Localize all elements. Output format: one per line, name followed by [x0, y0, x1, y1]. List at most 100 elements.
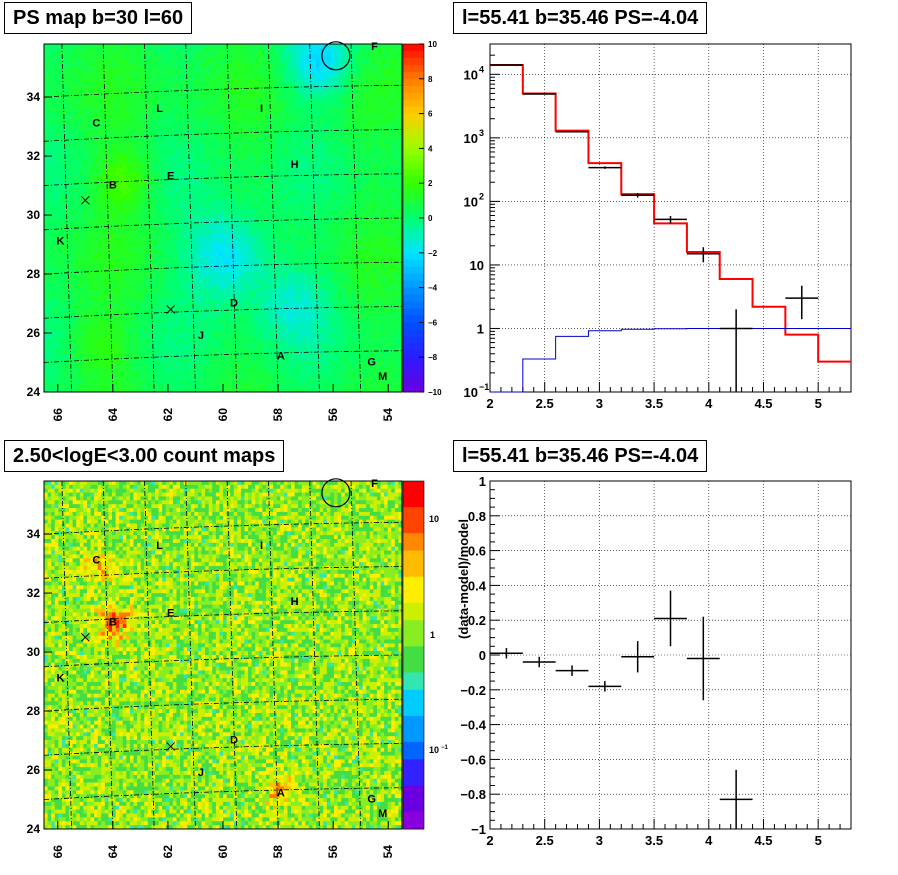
- map-pixel: [283, 82, 288, 87]
- map-pixel: [287, 187, 292, 192]
- map-pixel: [326, 102, 331, 107]
- map-pixel: [301, 167, 306, 172]
- map-pixel: [316, 225, 321, 230]
- map-pixel: [251, 82, 256, 87]
- map-pixel: [208, 221, 213, 227]
- map-pixel: [391, 98, 396, 103]
- map-pixel: [79, 94, 84, 99]
- map-pixel: [86, 160, 91, 165]
- map-pixel: [83, 183, 88, 188]
- map-pixel: [126, 136, 131, 142]
- map-pixel: [223, 225, 227, 230]
- map-pixel: [226, 63, 231, 68]
- map-pixel: [255, 218, 260, 223]
- map-pixel: [90, 109, 95, 114]
- map-pixel: [380, 183, 385, 188]
- map-pixel: [294, 229, 299, 234]
- map-pixel: [308, 194, 313, 200]
- map-pixel: [133, 136, 138, 142]
- map-pixel: [291, 167, 295, 172]
- map-pixel: [269, 102, 274, 107]
- map-pixel: [44, 221, 48, 227]
- map-pixel: [380, 171, 385, 176]
- map-pixel: [47, 233, 52, 238]
- map-pixel: [276, 94, 281, 99]
- map-pixel: [344, 233, 349, 238]
- map-pixel: [197, 198, 202, 203]
- map-pixel: [359, 202, 364, 207]
- map-pixel: [180, 144, 185, 149]
- map-pixel: [219, 218, 224, 223]
- map-pixel: [187, 90, 192, 95]
- map-pixel: [101, 187, 106, 192]
- map-pixel: [97, 144, 102, 149]
- map-pixel: [280, 51, 285, 56]
- map-pixel: [187, 74, 192, 80]
- map-pixel: [376, 210, 381, 215]
- map-pixel: [158, 140, 163, 145]
- map-pixel: [215, 167, 220, 172]
- map-pixel: [76, 206, 81, 211]
- map-pixel: [197, 175, 202, 180]
- map-pixel: [151, 229, 156, 234]
- map-pixel: [54, 55, 59, 60]
- map-pixel: [319, 67, 324, 72]
- map-pixel: [269, 117, 274, 122]
- map-pixel: [316, 86, 321, 91]
- map-pixel: [280, 129, 285, 134]
- map-pixel: [126, 59, 131, 64]
- map-pixel: [51, 206, 56, 211]
- map-pixel: [369, 163, 374, 169]
- map-pixel: [258, 225, 263, 230]
- map-pixel: [187, 121, 192, 126]
- map-pixel: [176, 140, 181, 145]
- map-pixel: [79, 71, 84, 76]
- map-pixel: [287, 171, 292, 176]
- map-pixel: [333, 144, 338, 149]
- map-pixel: [86, 187, 91, 192]
- map-pixel: [47, 194, 52, 200]
- map-pixel: [194, 102, 199, 107]
- map-pixel: [94, 121, 99, 126]
- map-pixel: [194, 140, 199, 145]
- map-pixel: [233, 202, 238, 207]
- map-pixel: [273, 221, 278, 227]
- map-pixel: [165, 140, 170, 145]
- map-pixel: [337, 152, 342, 157]
- map-pixel: [180, 74, 185, 80]
- map-pixel: [355, 190, 360, 196]
- map-pixel: [305, 102, 310, 107]
- map-pixel: [151, 175, 156, 180]
- map-pixel: [154, 129, 159, 134]
- map-pixel: [351, 67, 356, 72]
- map-pixel: [391, 59, 396, 64]
- map-pixel: [165, 109, 170, 114]
- map-pixel: [351, 117, 356, 122]
- map-pixel: [391, 183, 396, 188]
- map-pixel: [101, 218, 106, 223]
- map-pixel: [330, 233, 335, 238]
- map-pixel: [190, 144, 195, 149]
- map-pixel: [187, 229, 192, 234]
- map-pixel: [69, 148, 74, 153]
- map-pixel: [190, 74, 195, 80]
- map-pixel: [287, 78, 292, 84]
- map-pixel: [72, 198, 77, 203]
- map-pixel: [190, 47, 195, 53]
- map-pixel: [44, 117, 48, 122]
- map-pixel: [308, 67, 313, 72]
- map-pixel: [384, 86, 389, 91]
- map-pixel: [219, 171, 224, 176]
- map-pixel: [187, 59, 192, 64]
- map-pixel: [129, 105, 134, 111]
- map-pixel: [398, 210, 403, 215]
- map-pixel: [276, 144, 281, 149]
- map-pixel: [394, 179, 399, 184]
- map-pixel: [319, 160, 324, 165]
- map-pixel: [176, 194, 181, 200]
- map-pixel: [61, 229, 66, 234]
- map-pixel: [333, 129, 338, 134]
- map-pixel: [119, 156, 124, 161]
- map-pixel: [244, 206, 249, 211]
- map-pixel: [273, 171, 278, 176]
